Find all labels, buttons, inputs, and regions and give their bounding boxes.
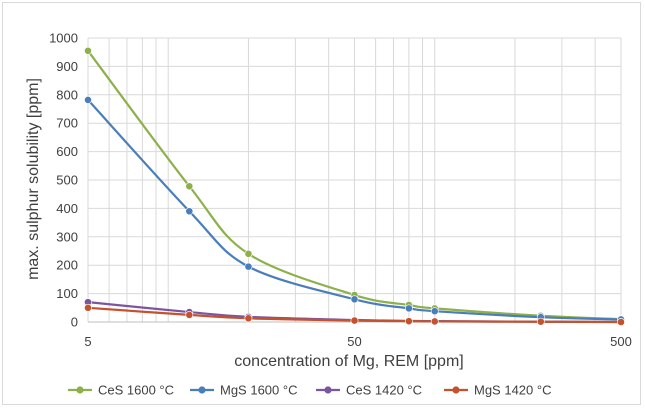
x-tick-label: 500	[610, 334, 632, 349]
x-axis-title: concentration of Mg, REM [ppm]	[234, 353, 463, 370]
y-tick-label: 600	[56, 144, 78, 159]
legend-marker	[198, 386, 206, 394]
y-tick-label: 900	[56, 59, 78, 74]
legend-marker	[452, 386, 460, 394]
legend-item: CeS 1600 °C	[68, 383, 174, 398]
data-point	[404, 304, 413, 313]
x-tick-label: 5	[84, 334, 91, 349]
chart-frame	[2, 2, 641, 405]
legend-item: MgS 1600 °C	[190, 383, 297, 398]
data-point	[185, 182, 194, 191]
y-tick-label: 1000	[49, 31, 78, 46]
legend-item: MgS 1420 °C	[444, 383, 551, 398]
data-point	[84, 303, 92, 312]
data-point	[404, 317, 413, 326]
data-point	[185, 310, 194, 319]
data-point	[350, 295, 359, 304]
data-point	[244, 249, 253, 258]
legend: CeS 1600 °C MgS 1600 °C CeS 1420 °C MgS 142…	[68, 383, 551, 398]
y-tick-label: 800	[56, 87, 78, 102]
y-tick-label: 200	[56, 258, 78, 273]
legend-marker	[324, 386, 332, 394]
data-point	[244, 314, 253, 323]
legend-item: CeS 1420 °C	[316, 383, 422, 398]
legend-label: MgS 1600 °C	[220, 383, 297, 398]
data-point	[84, 96, 92, 104]
y-tick-label: 500	[56, 173, 78, 188]
data-point	[185, 207, 194, 216]
data-point	[617, 318, 625, 326]
data-point	[84, 46, 92, 55]
y-tick-label: 100	[56, 286, 78, 301]
legend-marker	[76, 386, 84, 394]
series-layer	[84, 46, 625, 326]
x-tick-label: 50	[347, 334, 361, 349]
data-point	[350, 316, 359, 325]
y-tick-label: 700	[56, 116, 78, 131]
y-axis-title: max. sulphur solubility [ppm]	[25, 78, 42, 280]
legend-label: MgS 1420 °C	[474, 383, 551, 398]
legend-label: CeS 1600 °C	[98, 383, 174, 398]
y-tick-label: 0	[71, 315, 78, 330]
data-point	[430, 307, 439, 316]
grid-layer	[87, 37, 622, 323]
y-tick-label: 400	[56, 201, 78, 216]
series-4	[84, 303, 625, 326]
data-point	[430, 317, 439, 326]
series-line	[87, 50, 622, 321]
legend-label: CeS 1420 °C	[346, 383, 422, 398]
axis-layer: 0 100 200 300 400 500 600 700 800 900 1000 5 50 500	[49, 31, 632, 350]
y-tick-label: 300	[56, 229, 78, 244]
data-point	[536, 317, 545, 326]
data-point	[244, 262, 253, 271]
